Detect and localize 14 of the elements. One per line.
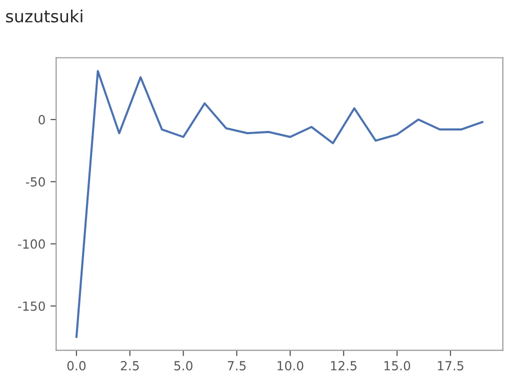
x-tick-label: 7.5 — [228, 361, 246, 370]
x-tick-label: 2.5 — [120, 360, 139, 370]
chart-title: suzutsuki — [6, 10, 82, 23]
x-tick-label: 0.0 — [67, 360, 86, 370]
x-tick-label: 12.5 — [331, 360, 356, 370]
x-tick-label: 15.0 — [384, 360, 410, 370]
x-tick-label: 17.5 — [438, 361, 464, 370]
x-tick-label: 10.0 — [278, 360, 304, 370]
x-tick-label: 5.0 — [174, 360, 192, 370]
line-series — [75, 70, 484, 338]
y-tick-label: -150 — [18, 301, 45, 311]
y-tick-label: 0 — [38, 115, 45, 124]
y-tick-label: -100 — [18, 239, 45, 249]
y-tick-label: -50 — [26, 177, 45, 187]
